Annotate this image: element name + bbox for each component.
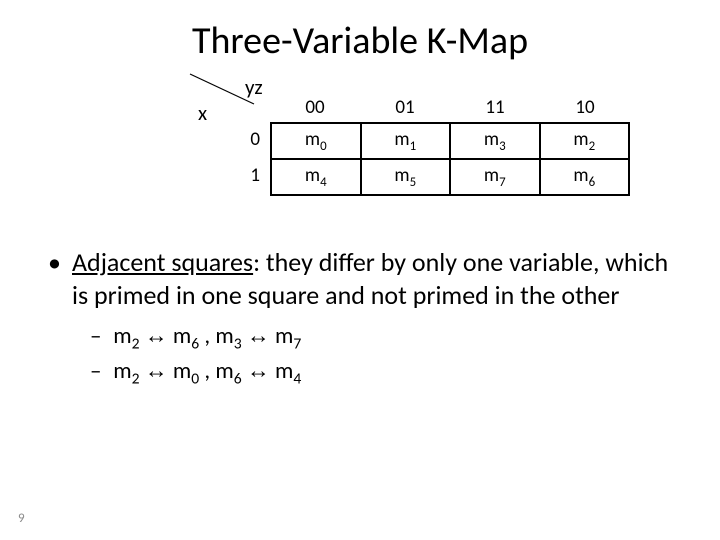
page-number: 9 [18, 511, 25, 526]
col-header-01: 01 [360, 96, 450, 119]
cell-m6: m6 [540, 159, 630, 195]
double-arrow-icon: ↔ [145, 322, 168, 348]
row-header-0: 0 [242, 122, 260, 158]
col-header-00: 00 [270, 96, 360, 119]
double-arrow-icon: ↔ [247, 357, 270, 383]
cell-m5: m5 [361, 159, 451, 195]
double-arrow-icon: ↔ [145, 357, 168, 383]
kmap-row-var-label: x [198, 100, 207, 126]
body-text: • Adjacent squares: they differ by only … [30, 246, 690, 389]
cell-m1: m1 [361, 123, 451, 159]
kmap-table: m0 m1 m3 m2 m4 m5 m7 m6 [270, 122, 630, 196]
cell-m4: m4 [271, 159, 361, 195]
cell-m0: m0 [271, 123, 361, 159]
double-arrow-icon: ↔ [247, 322, 270, 348]
col-header-10: 10 [540, 96, 630, 119]
table-row: m4 m5 m7 m6 [271, 159, 629, 195]
col-header-11: 11 [450, 96, 540, 119]
slide-title: Three-Variable K-Map [30, 18, 690, 64]
bullet-dot-icon: • [48, 246, 72, 311]
sublist: – m2 ↔ m6 , m3 ↔ m7 – m2 ↔ m0 , m6 ↔ m4 [90, 321, 690, 389]
cell-m3: m3 [450, 123, 540, 159]
kmap-container: yz x 00 01 11 10 0 1 m0 m1 m3 m2 m4 m5 m… [90, 78, 630, 208]
bullet-label: Adjacent squares [72, 246, 253, 278]
cell-m2: m2 [540, 123, 630, 159]
kmap-row-headers: 0 1 [242, 122, 260, 194]
table-row: m0 m1 m3 m2 [271, 123, 629, 159]
kmap-col-var-label: yz [245, 74, 263, 100]
row-header-1: 1 [242, 158, 260, 194]
sub-bullet-1: – m2 ↔ m6 , m3 ↔ m7 [90, 321, 690, 354]
sub-bullet-2: – m2 ↔ m0 , m6 ↔ m4 [90, 356, 690, 389]
bullet-adjacent: • Adjacent squares: they differ by only … [48, 246, 690, 311]
cell-m7: m7 [450, 159, 540, 195]
kmap-col-headers: 00 01 11 10 [270, 96, 630, 119]
